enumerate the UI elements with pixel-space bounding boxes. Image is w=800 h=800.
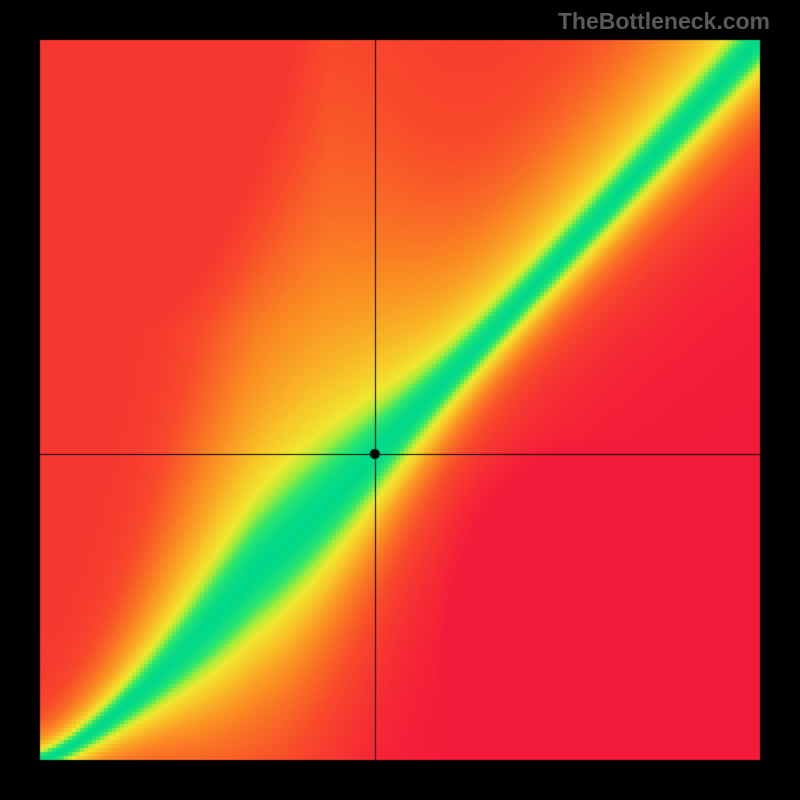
chart-container: TheBottleneck.com xyxy=(0,0,800,800)
watermark-text: TheBottleneck.com xyxy=(558,8,770,35)
bottleneck-heatmap xyxy=(0,0,800,800)
